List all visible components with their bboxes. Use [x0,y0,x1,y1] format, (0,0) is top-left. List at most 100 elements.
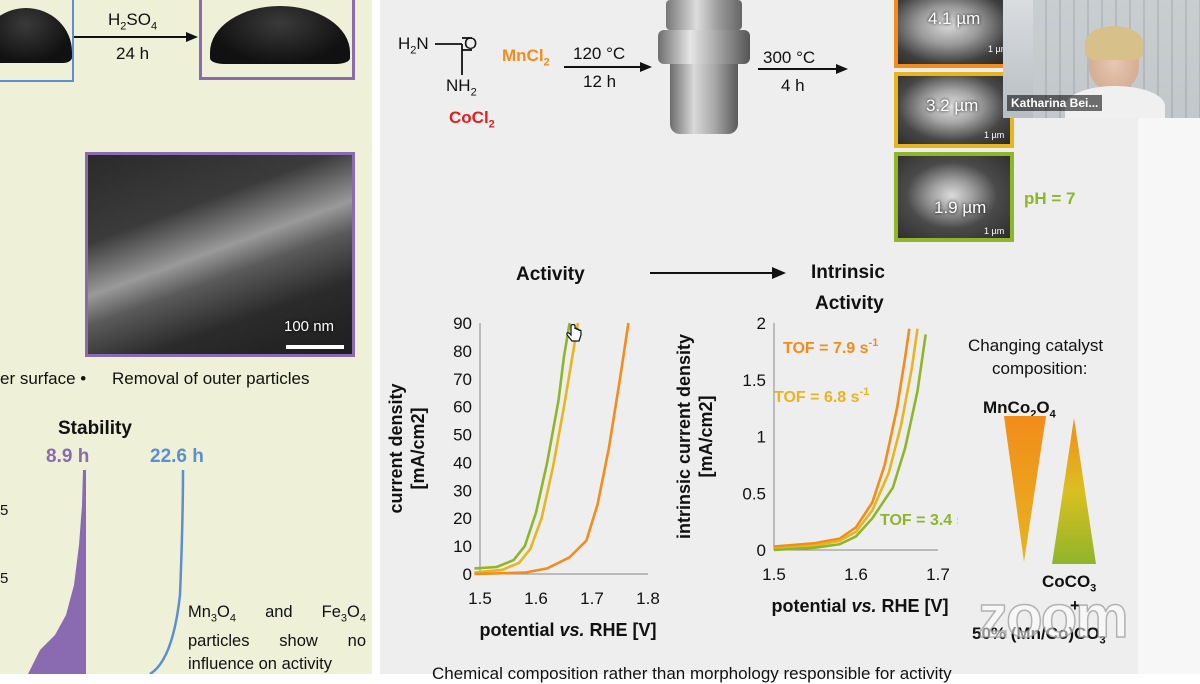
condition1-time: 12 h [583,72,617,91]
tof-annotation: TOF = 6.8 s-1 [774,386,869,406]
x-axis-label: potential vs. RHE [V] [771,596,948,616]
activity-arrow [650,267,786,279]
size-label: 1.9 µm [934,198,987,217]
urea-amine: NH2 [446,76,477,99]
y-tick-label: 0 [757,541,766,560]
y-tick-label: 80 [453,342,472,361]
note-line-1: Mn3O4 and Fe3O4 [188,603,366,625]
note-line-3: influence on activity [188,655,332,674]
autoclave-image [658,0,750,140]
sem-scale-label: 100 nm [284,318,335,335]
participant-video-tile[interactable]: Katharina Bei... [1003,0,1200,118]
urea-bonds [435,37,472,75]
condition2-time: 4 h [781,76,805,95]
autoclave-body [670,64,738,134]
sem-thumb-yellow: 3.2 µm 1 µm [894,72,1014,148]
y-tick-label: 0.5 [742,484,766,503]
series-line [474,322,630,576]
stability-y-tick: 5 [0,570,9,587]
legend-plus: + [1070,596,1080,615]
stability-note: Mn3O4 and Fe3O4 particles show no influe… [188,601,366,676]
reaction-arrow [74,32,198,42]
y-axis-unit: [mA/cm2] [408,407,428,489]
slide-footer-text: Chemical composition rather than morphol… [432,664,952,683]
sem-fiber-image: 100 nm [85,152,355,357]
sem-thumb-orange: 4.1 µm 1 µm [894,0,1014,68]
stability-curve-purple [28,470,86,674]
tof-annotation: TOF = 7.9 s-1 [783,337,878,357]
scale-label: 1 µm [984,130,1005,140]
mncl2-label: MnCl2 [502,46,550,69]
y-tick-label: 70 [453,370,472,389]
synthesis-arrow-2 [758,64,848,74]
autoclave-flange [658,30,750,64]
participant-hair [1085,26,1143,60]
sem-scale-bar [286,345,344,349]
synthesis-arrow-1 [564,62,652,72]
series-line [773,334,927,552]
reagent-label: H2SO4 [108,10,158,33]
x-tick-label: 1.5 [762,565,786,584]
y-tick-label: 30 [453,481,472,500]
reaction-time-label: 24 h [116,44,150,63]
wedge-mn-decreasing [1004,416,1046,562]
carbon-pile-before-box [0,0,74,82]
caption-right: Removal of outer particles [112,369,310,388]
stability-y-tick: 5 [0,502,9,519]
x-tick-label: 1.7 [926,565,950,584]
intrinsic-header-1: Intrinsic [811,262,885,283]
y-axis-unit: [mA/cm2] [696,395,716,477]
caption-left: er surface • [0,369,87,388]
zoom-watermark: zoom [977,582,1129,651]
legend-top-compound: MnCo2O4 [983,398,1056,421]
condition2-temp: 300 °C [763,48,816,67]
legend-title-1: Changing catalyst [968,336,1104,355]
y-tick-label: 40 [453,453,472,472]
size-label: 4.1 µm [928,9,981,28]
y-tick-label: 50 [453,426,472,445]
stability-chart [28,469,185,674]
cocl2-label: CoCl2 [449,108,495,131]
x-tick-label: 1.8 [636,589,660,608]
urea-oxygen: O [464,34,478,53]
y-tick-label: 1 [757,428,766,447]
x-tick-label: 1.6 [524,589,548,608]
y-axis-label: current density [386,383,406,513]
legend-bottom-compound-1: CoCO3 [1042,572,1097,595]
ph-label: pH = 7 [1024,189,1076,208]
hand-cursor-icon [566,324,582,342]
carbon-powder-image [210,6,350,64]
x-axis-label: potential vs. RHE [V] [479,620,656,640]
y-tick-label: 60 [453,398,472,417]
stability-time-purple: 8.9 h [46,446,90,467]
intrinsic-activity-chart: 0 0.5 1 1.5 2 1.5 1.6 1.7 potential vs. RHE [V] i… [674,314,958,616]
series-line [773,328,911,548]
activity-header: Activity [516,264,585,285]
scale-label: 1 µm [984,226,1005,236]
intrinsic-header-2: Activity [815,293,884,314]
y-axis-label: intrinsic current density [674,334,694,539]
urea-structure: H2N [398,34,429,57]
note-line-2: particles show no [188,632,366,651]
y-tick-label: 10 [453,537,472,556]
x-tick-label: 1.6 [844,565,868,584]
condition1-temp: 120 °C [573,44,626,63]
sem-thumb-green: 1.9 µm 1 µm [894,152,1014,242]
y-tick-label: 20 [453,509,472,528]
x-tick-label: 1.5 [468,589,492,608]
y-tick-label: 1.5 [742,371,766,390]
y-tick-label: 0 [463,565,472,584]
activity-chart: 0 10 20 30 40 50 60 70 80 90 1.5 1.6 1.7 1.8 potential… [386,314,660,640]
carbon-pile-after-box [199,0,355,80]
legend-title-2: composition: [992,359,1088,378]
wedge-co-increasing [1052,418,1096,564]
series-line [474,322,580,574]
stability-title: Stability [58,418,132,439]
x-tick-label: 1.7 [580,589,604,608]
autoclave-top [666,0,742,30]
y-tick-label: 2 [757,314,766,333]
series-line [474,322,571,570]
stability-curve-blue [149,469,185,674]
legend-bottom-compound-2: 50% (Mn/Co)CO3 [972,624,1106,647]
stability-time-blue: 22.6 h [150,446,204,467]
